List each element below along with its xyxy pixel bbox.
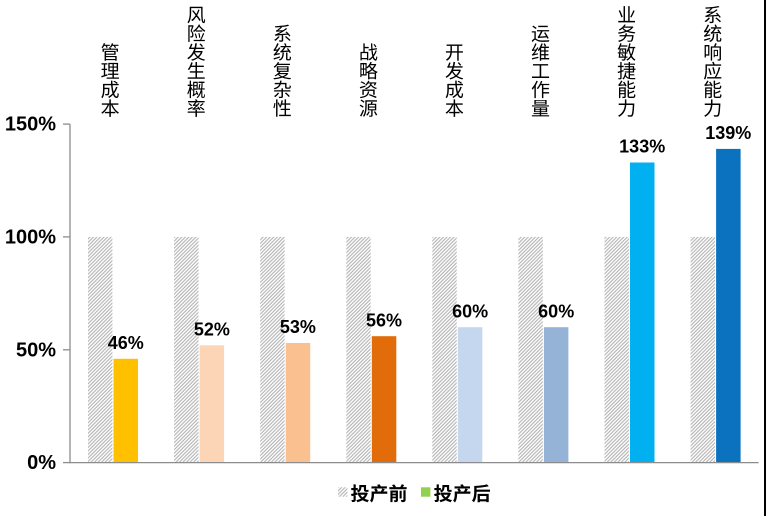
- svg-text:133%: 133%: [619, 137, 665, 157]
- svg-text:50%: 50%: [16, 339, 56, 361]
- svg-text:60%: 60%: [452, 301, 488, 321]
- svg-text:46%: 46%: [108, 333, 144, 353]
- svg-text:56%: 56%: [366, 310, 402, 330]
- svg-text:0%: 0%: [27, 452, 56, 474]
- svg-text:100%: 100%: [5, 227, 56, 249]
- svg-text:139%: 139%: [705, 123, 751, 143]
- svg-text:60%: 60%: [538, 301, 574, 321]
- svg-text:53%: 53%: [280, 317, 316, 337]
- svg-text:52%: 52%: [194, 320, 230, 340]
- svg-text:150%: 150%: [5, 114, 56, 136]
